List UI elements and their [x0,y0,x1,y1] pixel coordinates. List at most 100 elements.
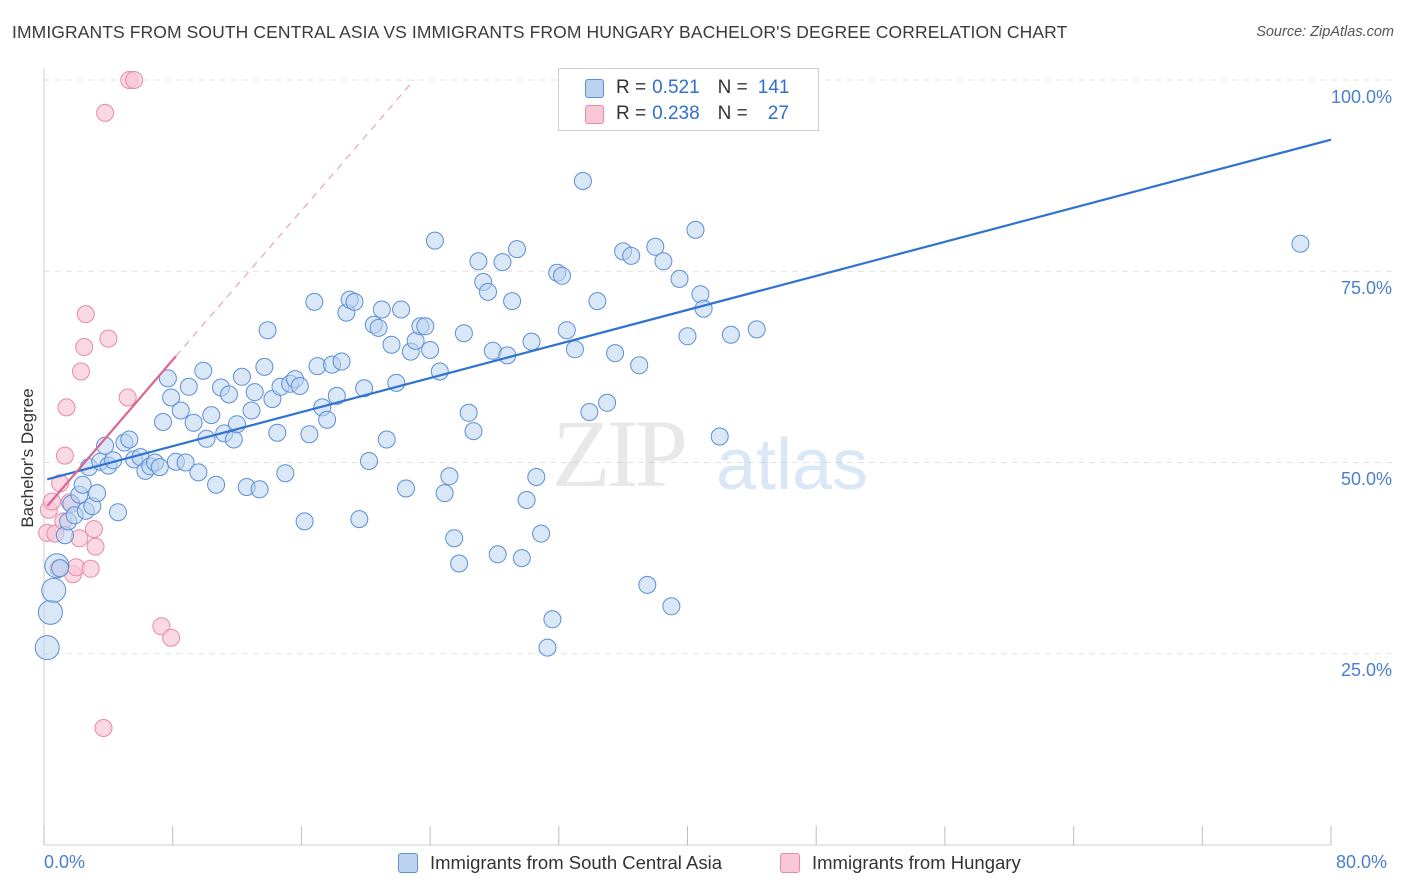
y-tick-75: 75.0% [1340,278,1392,298]
x-tick-max: 80.0% [1336,852,1388,872]
hungary-point [72,362,90,381]
hungary-points [38,71,181,737]
legend-n-label: N = [717,103,748,124]
south-central-asia-point [355,379,374,398]
hungary-point [94,719,113,737]
south-central-asia-point [305,292,324,311]
south-central-asia-point [88,484,107,503]
south-central-asia-point [493,253,512,272]
blue-swatch [585,78,604,98]
legend-r-label: R = [616,103,647,124]
hungary-point [162,628,181,647]
south-central-asia-point [184,413,203,432]
watermark-atlas: atlas [716,425,869,505]
south-central-asia-point [553,266,571,285]
south-central-asia-point [345,292,364,311]
hungary-point [96,103,115,122]
south-central-asia-point [34,635,60,661]
hungary-point [99,329,118,348]
hungary-point [76,305,95,324]
y-axis-label: Bachelor's Degree [18,388,37,528]
south-central-asia-point [120,430,139,449]
y-tick-25: 25.0% [1340,660,1392,680]
south-central-asia-point [318,410,337,429]
south-central-asia-point [538,638,557,657]
hungary-point [70,529,89,548]
south-central-asia-point [598,393,617,412]
legend-n-label: N = [717,77,748,98]
trend-lines [46,79,1332,507]
south-central-asia-point [459,403,478,422]
south-central-asia-point [543,610,562,629]
south-central-asia-point [630,356,649,375]
south-central-asia-point [392,300,411,319]
south-central-asia-point [224,430,243,449]
south-central-asia-point [327,386,346,405]
south-central-asia-point [694,299,713,318]
hungary-point [152,617,171,636]
south-central-asia-point [488,545,507,564]
south-central-asia-point [421,341,440,359]
south-central-asia-point [517,491,536,509]
south-central-asia-point [295,512,314,531]
south-central-asia-point [150,458,169,477]
south-central-asia-point [255,357,274,376]
south-central-asia-point [397,479,415,498]
south-central-asia-point [109,503,127,522]
south-central-asia-point [445,529,464,548]
south-central-asia-point [416,317,435,336]
gridlines [44,79,1393,655]
south-central-asia-point [527,468,546,486]
hungary-point [81,559,100,578]
axes [43,68,1332,846]
y-tick-100: 100.0% [1330,87,1392,107]
pink-trend-extension [175,79,415,357]
south-central-asia-point [425,231,444,250]
south-central-asia-point [171,401,190,420]
south-central-asia-point [670,269,689,288]
south-central-asia-point [220,385,238,404]
south-central-asia-point [162,388,181,407]
hungary-point [118,388,137,407]
south-central-asia-point [622,246,641,265]
south-central-asia-point [258,321,277,340]
bottom-legend-pink-label: Immigrants from Hungary [812,852,1021,873]
south-central-asia-point [350,510,369,529]
south-central-asia-point [250,480,269,499]
bottom-pink-swatch [780,853,800,873]
south-central-asia-point [232,367,251,386]
south-central-asia-point [360,452,378,470]
south-central-asia-point [532,524,551,543]
south-central-asia-point [638,575,657,594]
south-central-asia-point [176,453,195,472]
south-central-asia-point [41,577,67,603]
south-central-asia-point [565,340,584,359]
south-central-asia-point [154,413,172,431]
south-central-asia-point [646,237,665,256]
south-central-asia-point [450,554,469,573]
south-central-asia-point [662,597,681,616]
south-central-asia-point [245,383,264,402]
south-central-asia-point [332,352,351,371]
legend-r-label: R = [616,77,647,98]
south-central-asia-point [37,599,63,625]
south-central-asia-point [479,282,497,301]
south-central-asia-point [179,377,198,396]
south-central-asia-point [242,401,261,420]
south-central-asia-point [73,475,92,494]
south-central-asia-point [464,422,483,441]
legend-r-value-blue: 0.521 [652,77,700,98]
pink-swatch [585,104,604,124]
south-central-asia-point [503,292,522,311]
blue-trend-line [46,138,1332,481]
bottom-legend-blue: Immigrants from South Central Asia [398,852,722,874]
hungary-point [125,71,144,89]
hungary-point [55,446,74,465]
south-central-asia-point [557,321,576,340]
south-central-asia-point [747,320,766,339]
south-central-asia-point [435,484,454,503]
hungary-point [75,338,94,356]
bottom-legend-pink: Immigrants from Hungary [780,852,1021,874]
